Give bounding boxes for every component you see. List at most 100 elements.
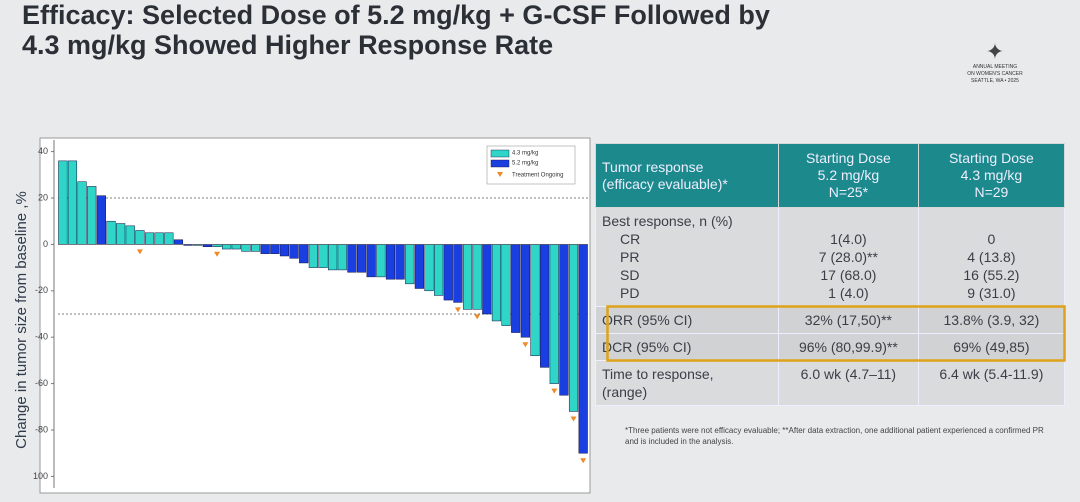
y-tick-label: 40 — [38, 146, 48, 156]
y-tick-label: -80 — [35, 424, 48, 434]
header-cell: Starting Dose 5.2 mg/kg N=25* — [778, 143, 919, 208]
bar — [318, 244, 328, 268]
legend-box — [486, 145, 576, 185]
bar — [347, 244, 357, 273]
header-line: 4.3 mg/kg — [960, 167, 1023, 183]
table-row: DCR (95% CI) 96% (80,99.9)** 69% (49,85) — [595, 333, 1066, 361]
y-tick-label: 0 — [43, 239, 48, 249]
y-tick-label: -60 — [35, 378, 48, 388]
bar — [279, 244, 290, 257]
bar — [511, 244, 521, 333]
header-line: N=25* — [828, 184, 869, 200]
cell-line: 13.8% (3.9, 32) — [943, 312, 1040, 328]
bar — [453, 244, 463, 303]
cell-line: 16 (55.2) — [963, 267, 1020, 283]
cell-line: Time to response, — [602, 366, 714, 382]
legend: 4.3 mg/kg 5.2 mg/kg Treatment Ongoing — [486, 145, 576, 185]
logo-mark: ✦ — [985, 39, 1005, 64]
bar — [222, 244, 232, 250]
table-cell: 13.8% (3.9, 32) — [917, 306, 1066, 334]
cell-line: PR — [620, 249, 640, 265]
cell-line: 1 (4.0) — [828, 285, 869, 301]
cell-line: 6.4 wk (5.4-11.9) — [939, 366, 1044, 382]
bar — [385, 244, 396, 280]
bar — [328, 244, 338, 271]
table-row: Best response, n (%) CR PR SD PD 1(4.0) 7 (28.… — [595, 207, 1066, 307]
treatment-ongoing-marker — [474, 314, 481, 320]
bar — [434, 244, 444, 296]
bar — [164, 232, 174, 245]
treatment-ongoing-marker — [580, 458, 587, 464]
header-line: (efficacy evaluable)* — [602, 175, 728, 192]
footnote: *Three patients were not efficacy evalua… — [625, 426, 1044, 446]
bar — [87, 186, 97, 245]
bar — [337, 244, 347, 271]
table-cell: 6.4 wk (5.4-11.9) — [917, 360, 1066, 406]
table-cell: 0 4 (13.8) 16 (55.2) 9 (31.0) — [917, 207, 1066, 307]
bar — [540, 244, 550, 368]
cell-line: PD — [620, 285, 640, 301]
cell-line: 17 (68.0) — [820, 267, 877, 283]
table-cell: ORR (95% CI) — [595, 306, 779, 334]
y-tick-label: -20 — [35, 285, 48, 295]
response-table: Tumor response (efficacy evaluable)* Start… — [595, 143, 1066, 406]
bar — [58, 160, 68, 245]
logo: ✦ ANNUAL MEETING ON WOMEN'S CANCER SEATT… — [955, 40, 1035, 85]
treatment-ongoing-marker — [570, 416, 577, 422]
cell-line: DCR (95% CI) — [602, 339, 692, 355]
table-row: ORR (95% CI) 32% (17,50)** 13.8% (3.9, 32) — [595, 306, 1066, 334]
treatment-ongoing-marker — [214, 251, 220, 257]
header-row: Tumor response (efficacy evaluable)* Start… — [595, 143, 1066, 208]
bar — [568, 244, 579, 412]
cell-line: ORR (95% CI) — [602, 312, 693, 328]
bar — [212, 244, 222, 247]
y-tick-label: 20 — [38, 192, 48, 202]
bar — [308, 244, 318, 268]
legend-swatch — [490, 149, 510, 158]
title-line: 4.3 mg/kg Showed Higher Response Rate — [22, 30, 554, 60]
bar — [356, 244, 367, 273]
cell-line: SD — [620, 267, 640, 283]
cell-line: 32% (17,50)** — [804, 312, 892, 328]
bar — [443, 244, 453, 301]
table-row: Time to response, (range) 6.0 wk (4.7–11) 6… — [595, 360, 1066, 406]
header-line: 5.2 mg/kg — [817, 167, 880, 183]
header-line: Tumor response — [602, 158, 704, 175]
y-axis-label: Change in tumor size from baseline ,% — [13, 191, 30, 449]
y-tick-label: 100 — [33, 471, 48, 481]
bar — [250, 244, 261, 252]
bar — [241, 244, 251, 252]
bar — [193, 244, 203, 246]
bar — [424, 244, 434, 292]
table-cell: DCR (95% CI) — [595, 333, 779, 361]
legend-label: 5.2 mg/kg — [512, 161, 538, 167]
treatment-ongoing-marker — [522, 342, 529, 348]
cell-line: 96% (80,99.9)** — [798, 339, 898, 355]
bar — [414, 244, 424, 289]
legend-label: 4.3 mg/kg — [512, 151, 538, 157]
bar — [125, 225, 135, 245]
bar — [260, 244, 270, 254]
bar — [299, 244, 309, 264]
header-line: Starting Dose — [805, 150, 891, 166]
table-cell: Time to response, (range) — [595, 360, 779, 406]
bar — [106, 220, 116, 245]
bar — [270, 244, 280, 254]
bar — [395, 244, 405, 280]
bar — [67, 160, 78, 245]
bar — [96, 195, 106, 245]
bar — [578, 244, 588, 454]
bar — [462, 244, 473, 310]
cell-line: (range) — [602, 384, 648, 400]
bar — [530, 244, 540, 357]
table-cell: Best response, n (%) CR PR SD PD — [595, 207, 779, 307]
y-tick-label: -40 — [35, 332, 48, 342]
cell-line: 4 (13.8) — [967, 249, 1016, 265]
plot-frame — [39, 137, 591, 494]
header-line: N=29 — [974, 184, 1009, 200]
logo-text: ON WOMEN'S CANCER — [967, 71, 1023, 77]
bar — [231, 244, 241, 250]
treatment-ongoing-marker — [136, 249, 143, 255]
cell-line: 9 (31.0) — [967, 285, 1016, 301]
